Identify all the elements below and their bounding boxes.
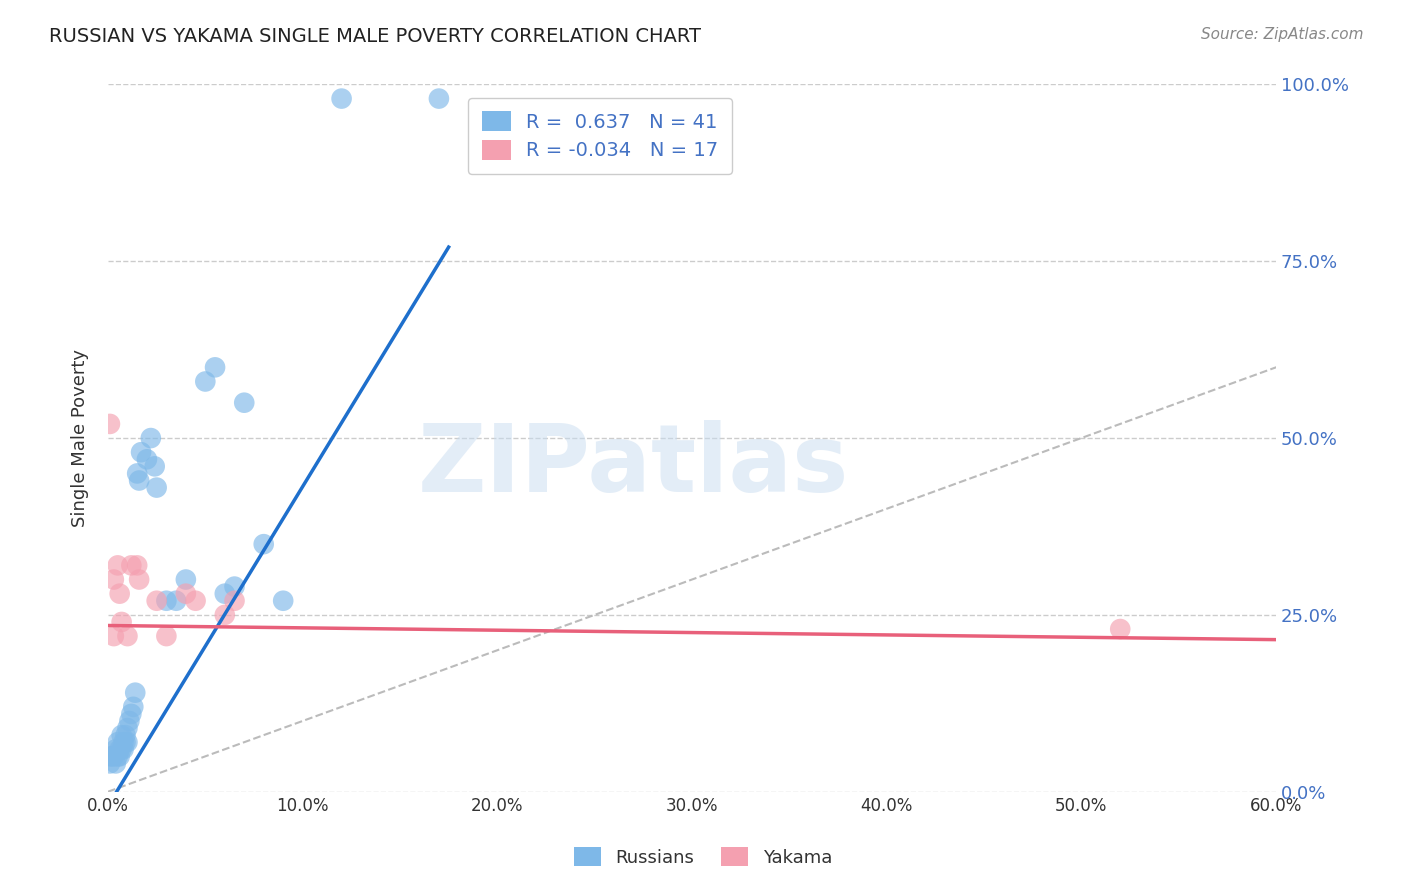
Point [104, 756, 127, 771]
Point [253, 537, 276, 551]
Legend: R =  0.637   N = 41, R = -0.034   N = 17: R = 0.637 N = 41, R = -0.034 N = 17 [468, 98, 733, 174]
Point [155, 593, 177, 607]
Point [117, 735, 139, 749]
Point [184, 593, 207, 607]
Point [107, 558, 129, 573]
Point [143, 459, 166, 474]
Point [233, 395, 256, 409]
Point [165, 593, 187, 607]
Legend: Russians, Yakama: Russians, Yakama [567, 840, 839, 874]
Point [127, 467, 149, 481]
Point [174, 587, 197, 601]
Point [103, 749, 125, 764]
Point [117, 629, 139, 643]
Point [112, 742, 135, 756]
Point [107, 735, 129, 749]
Point [108, 742, 131, 756]
Point [271, 593, 294, 607]
Point [108, 749, 131, 764]
Point [114, 728, 136, 742]
Point [128, 573, 150, 587]
Text: Source: ZipAtlas.com: Source: ZipAtlas.com [1201, 27, 1364, 42]
Point [139, 431, 162, 445]
Point [135, 452, 157, 467]
Point [124, 686, 146, 700]
Point [145, 481, 167, 495]
Y-axis label: Single Male Poverty: Single Male Poverty [72, 349, 89, 527]
Text: RUSSIAN VS YAKAMA SINGLE MALE POVERTY CORRELATION CHART: RUSSIAN VS YAKAMA SINGLE MALE POVERTY CO… [49, 27, 702, 45]
Point [117, 721, 139, 735]
Point [104, 742, 127, 756]
Point [427, 92, 450, 106]
Point [1109, 622, 1132, 636]
Point [112, 735, 135, 749]
Point [110, 728, 132, 742]
Point [145, 593, 167, 607]
Point [155, 629, 177, 643]
Point [128, 474, 150, 488]
Point [103, 573, 125, 587]
Point [120, 558, 142, 573]
Point [110, 615, 132, 629]
Point [204, 360, 226, 375]
Point [214, 607, 236, 622]
Point [114, 735, 136, 749]
Point [107, 749, 129, 764]
Point [103, 629, 125, 643]
Point [101, 749, 124, 764]
Point [110, 742, 132, 756]
Point [224, 593, 246, 607]
Point [108, 587, 131, 601]
Point [120, 706, 142, 721]
Point [98, 417, 121, 431]
Point [214, 587, 236, 601]
Text: ZIPatlas: ZIPatlas [418, 420, 849, 512]
Point [118, 714, 141, 728]
Point [127, 558, 149, 573]
Point [98, 749, 121, 764]
Point [194, 375, 217, 389]
Point [122, 699, 145, 714]
Point [98, 756, 121, 771]
Point [129, 445, 152, 459]
Point [330, 92, 353, 106]
Point [224, 580, 246, 594]
Point [174, 573, 197, 587]
